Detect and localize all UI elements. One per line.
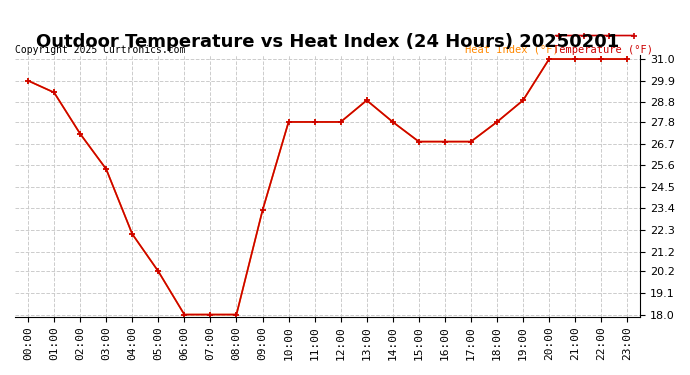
Text: Heat Index (°F): Heat Index (°F) [465,45,559,55]
Text: Temperature (°F): Temperature (°F) [553,45,653,55]
Title: Outdoor Temperature vs Heat Index (24 Hours) 20250201: Outdoor Temperature vs Heat Index (24 Ho… [36,33,619,51]
Text: Copyright 2025 Curtronics.com: Copyright 2025 Curtronics.com [15,45,186,55]
